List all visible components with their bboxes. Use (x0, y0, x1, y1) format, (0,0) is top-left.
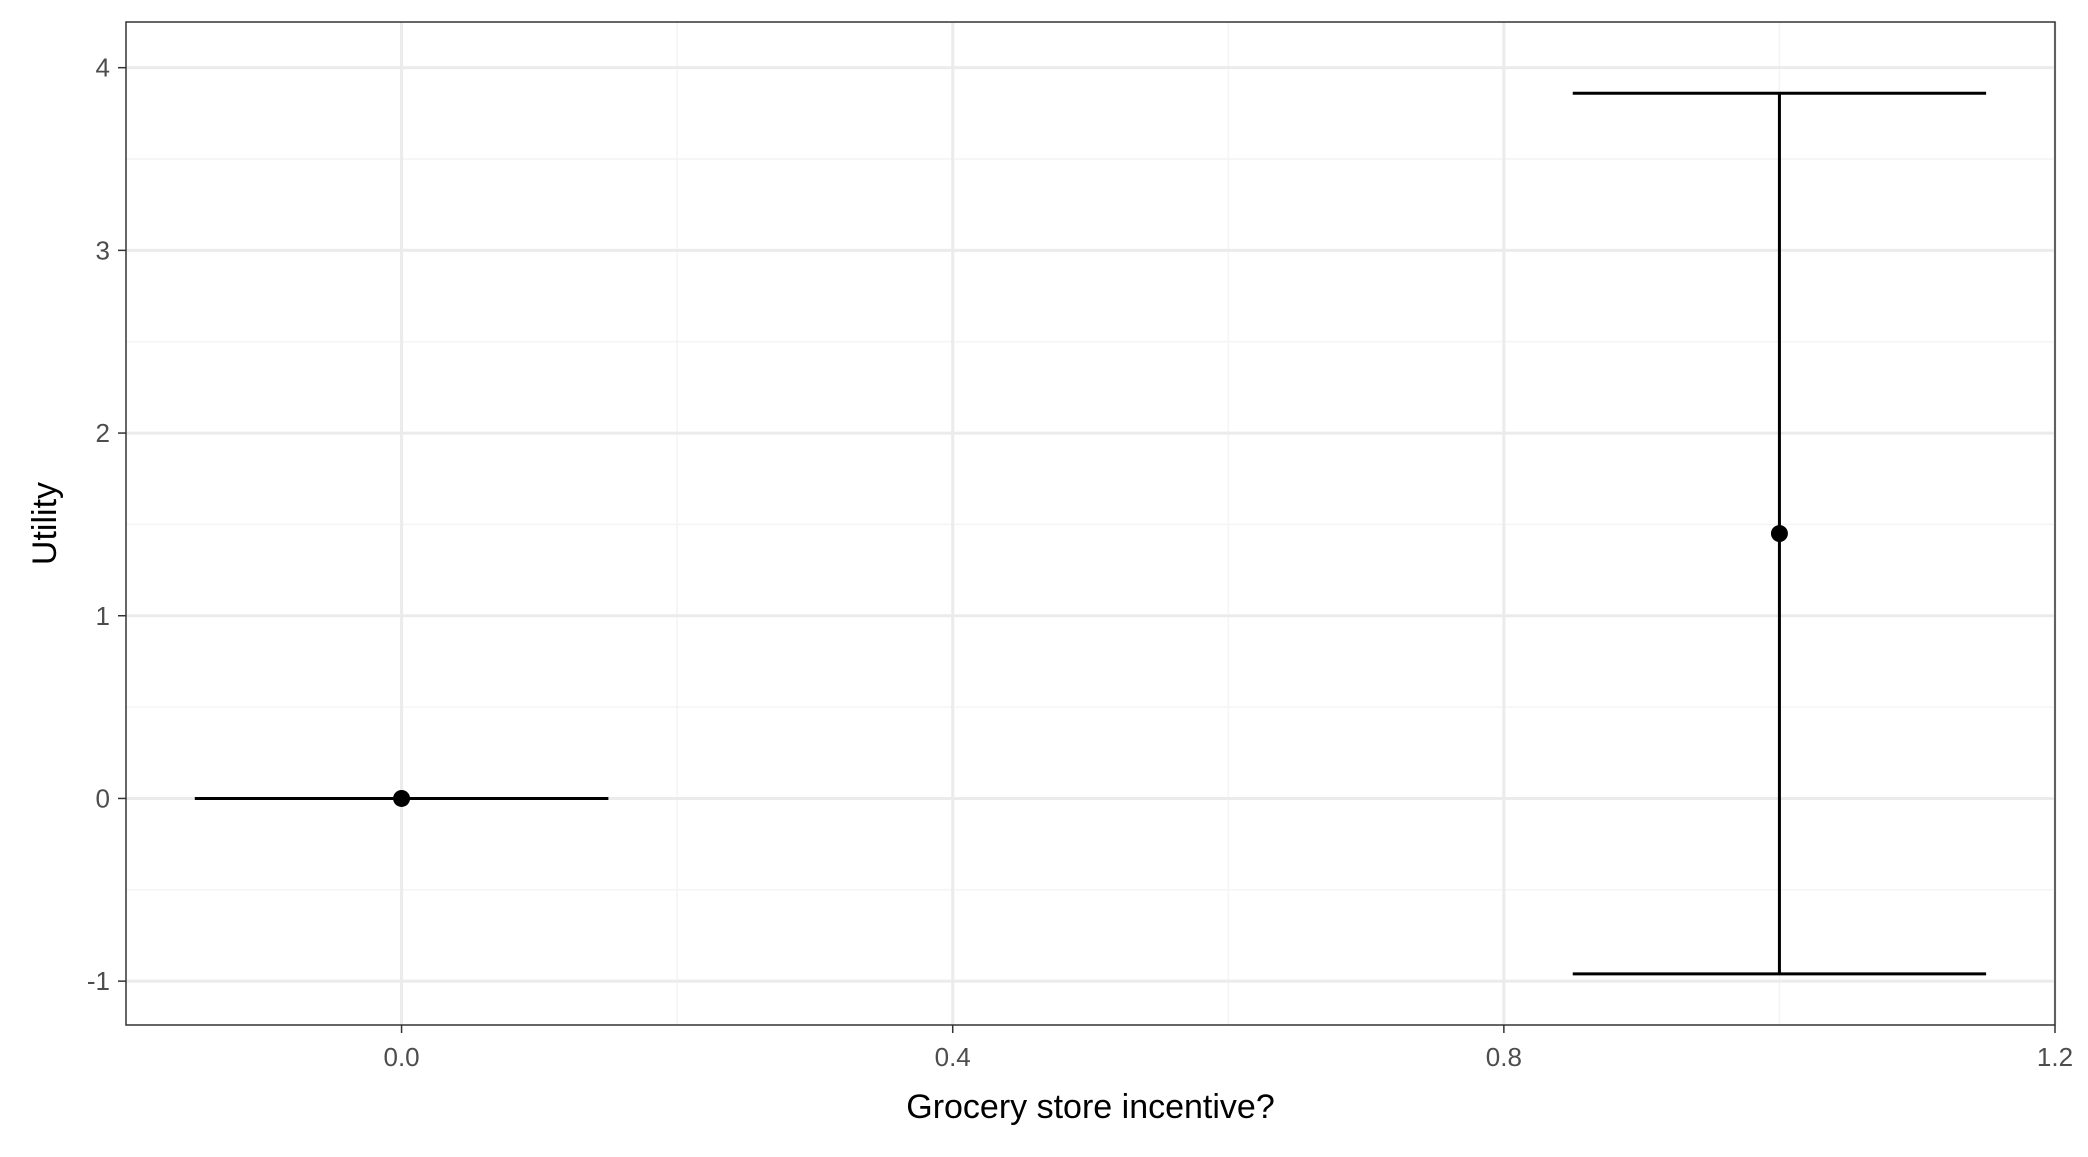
y-tick-label: -1 (87, 966, 110, 996)
y-tick-label: 3 (96, 235, 110, 265)
data-points (393, 525, 1788, 807)
y-tick-label: 0 (96, 783, 110, 813)
x-tick-label: 0.0 (383, 1042, 419, 1072)
y-tick-label: 2 (96, 418, 110, 448)
y-tick-label: 1 (96, 601, 110, 631)
y-tick-label: 4 (96, 53, 110, 83)
data-point-0 (393, 789, 411, 807)
x-tick-label: 0.8 (1486, 1042, 1522, 1072)
x-tick-label: 0.4 (935, 1042, 971, 1072)
axes: 0.0 0.4 0.8 1.2 -1 0 1 2 3 4 (87, 53, 2073, 1072)
data-point-1 (1770, 525, 1788, 543)
x-axis-title: Grocery store incentive? (906, 1088, 1275, 1126)
y-axis-title: Utility (26, 482, 64, 565)
panel-border (125, 21, 2056, 1026)
x-tick-label: 1.2 (2037, 1042, 2073, 1072)
